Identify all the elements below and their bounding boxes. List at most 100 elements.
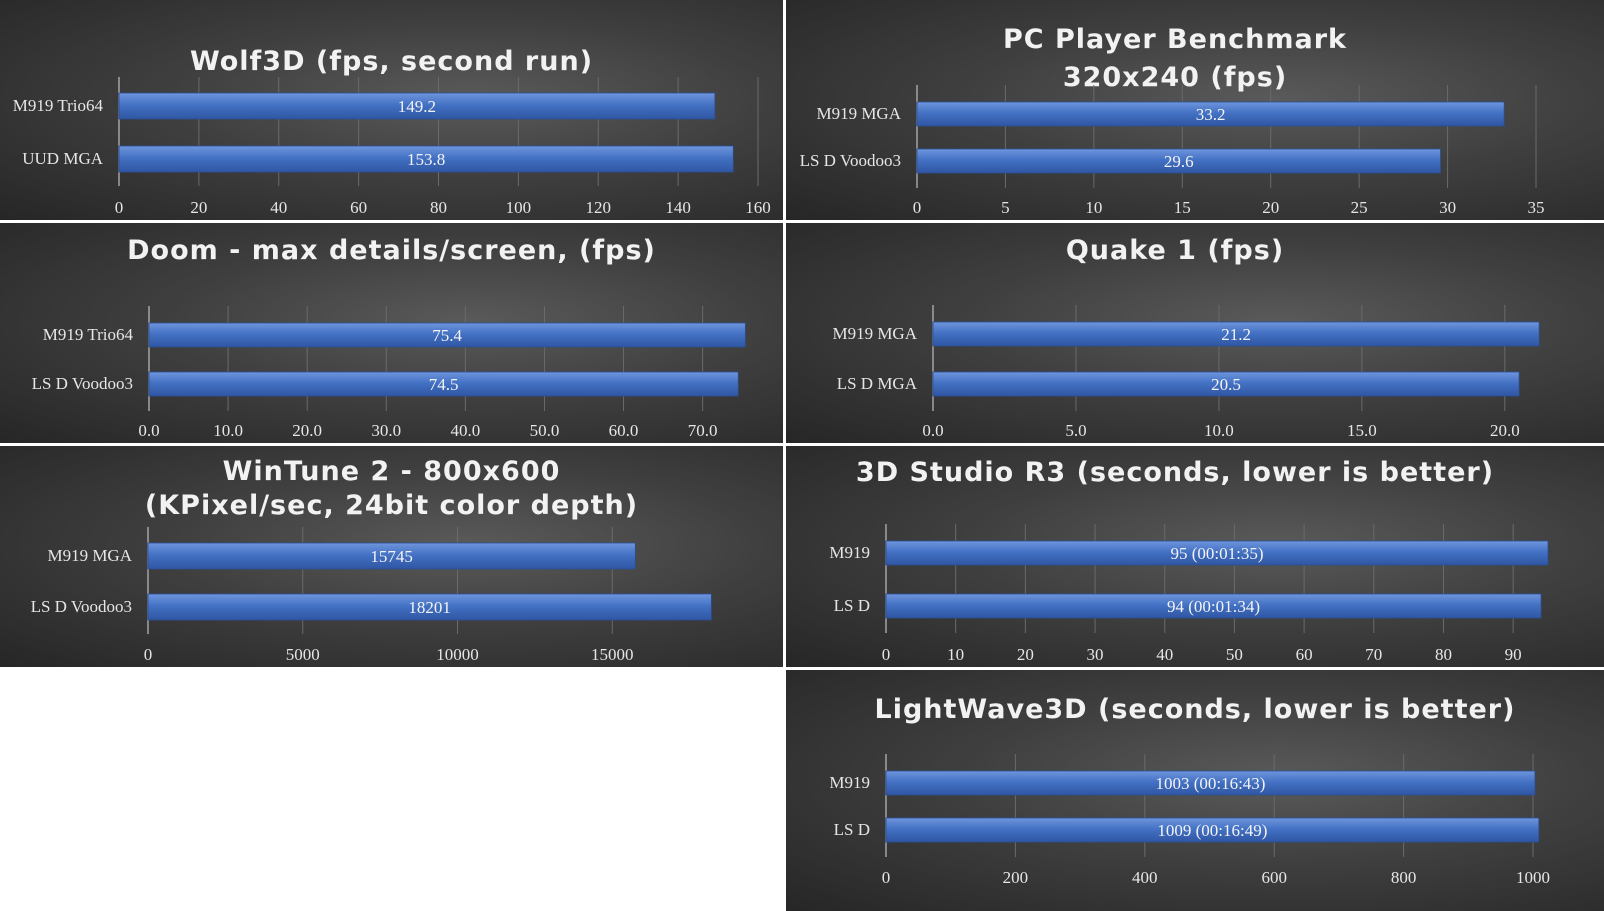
- tick-label-0: 0: [115, 198, 124, 217]
- tick-label-1: 10.0: [213, 421, 243, 440]
- tick-label-5: 25: [1351, 198, 1368, 217]
- bar-1: [118, 145, 734, 173]
- category-label-0: M919 MGA: [47, 546, 132, 565]
- chart-panel-lightwave: LightWave3D (seconds, lower is better) M9…: [786, 670, 1604, 911]
- chart-title-line-1: 320x240 (fps): [1063, 62, 1287, 93]
- category-label-0: M919 MGA: [816, 104, 901, 123]
- chart-panel-pc-player: PC Player Benchmark 320x240 (fps) M919 MGA…: [786, 0, 1604, 220]
- category-label-1: LS D Voodoo3: [31, 597, 132, 616]
- tick-label-8: 160: [745, 198, 771, 217]
- tick-label-4: 80: [430, 198, 447, 217]
- chart-svg: PC Player Benchmark 320x240 (fps) M919 MGA…: [800, 24, 1545, 217]
- tick-label-4: 40.0: [450, 421, 480, 440]
- category-label-0: M919: [829, 773, 870, 792]
- tick-label-4: 800: [1391, 868, 1417, 887]
- chart-svg: 3D Studio R3 (seconds, lower is better) M…: [829, 457, 1549, 664]
- tick-label-5: 50: [1226, 645, 1243, 664]
- data-label-1: 20.5: [1211, 375, 1241, 394]
- chart-svg: LightWave3D (seconds, lower is better) M9…: [829, 694, 1550, 887]
- data-label-1: 94 (00:01:34): [1167, 597, 1260, 616]
- chart-svg: WinTune 2 - 800x600(KPixel/sec, 24bit co…: [31, 456, 712, 664]
- chart-panel-3dstudio: 3D Studio R3 (seconds, lower is better) M…: [786, 446, 1604, 667]
- bar-0: [932, 321, 1540, 347]
- tick-label-3: 30: [1087, 645, 1104, 664]
- tick-label-2: 10: [1085, 198, 1102, 217]
- bar-1: [885, 817, 1540, 843]
- chart-panel-wolf3d: Wolf3D (fps, second run) M919 Trio64 149.2…: [0, 0, 783, 220]
- data-label-1: 153.8: [407, 150, 445, 169]
- chart-panel-doom: Doom - max details/screen, (fps) M919 Tri…: [0, 223, 783, 443]
- bar-0: [916, 101, 1505, 127]
- tick-label-7: 70.0: [688, 421, 718, 440]
- category-label-1: UUD MGA: [22, 149, 103, 168]
- category-label-0: M919: [829, 543, 870, 562]
- data-label-1: 18201: [408, 598, 451, 617]
- tick-label-7: 35: [1528, 198, 1545, 217]
- category-label-1: LS D MGA: [837, 374, 918, 393]
- tick-label-0: 0.0: [138, 421, 159, 440]
- tick-label-2: 40: [270, 198, 287, 217]
- bar-0: [147, 542, 636, 570]
- tick-label-2: 10.0: [1204, 421, 1234, 440]
- chart-title-line-0: Quake 1 (fps): [1066, 235, 1284, 266]
- data-label-0: 75.4: [432, 326, 462, 345]
- chart-panel-wintune: WinTune 2 - 800x600 (KPixel/sec, 24bit co…: [0, 446, 783, 667]
- tick-label-7: 140: [665, 198, 691, 217]
- tick-label-6: 60.0: [609, 421, 639, 440]
- chart-svg: Quake 1 (fps) M919 MGA 21.2 LS D MGA 20.5 0.0…: [832, 235, 1540, 440]
- tick-label-9: 90: [1505, 645, 1522, 664]
- data-label-0: 149.2: [398, 97, 436, 116]
- tick-label-1: 10: [947, 645, 964, 664]
- tick-label-3: 15.0: [1347, 421, 1377, 440]
- tick-label-7: 70: [1365, 645, 1382, 664]
- tick-label-0: 0: [882, 645, 891, 664]
- data-label-1: 74.5: [429, 375, 459, 394]
- data-label-0: 15745: [370, 547, 413, 566]
- tick-label-3: 30.0: [371, 421, 401, 440]
- tick-label-5: 100: [506, 198, 532, 217]
- tick-label-3: 15: [1174, 198, 1191, 217]
- tick-label-4: 40: [1156, 645, 1173, 664]
- tick-label-2: 20.0: [292, 421, 322, 440]
- bar-1: [148, 371, 739, 397]
- tick-label-1: 5: [1001, 198, 1010, 217]
- category-label-1: LS D Voodoo3: [32, 374, 133, 393]
- chart-title-line-0: Wolf3D (fps, second run): [190, 46, 593, 77]
- tick-label-3: 15000: [591, 645, 634, 664]
- tick-label-1: 200: [1003, 868, 1029, 887]
- bar-1: [932, 371, 1520, 397]
- bar-0: [148, 322, 746, 348]
- tick-label-0: 0.0: [922, 421, 943, 440]
- tick-label-6: 60: [1296, 645, 1313, 664]
- tick-label-0: 0: [882, 868, 891, 887]
- tick-label-2: 10000: [436, 645, 479, 664]
- category-label-0: M919 Trio64: [13, 96, 104, 115]
- tick-label-0: 0: [144, 645, 153, 664]
- category-label-1: LS D: [834, 596, 870, 615]
- chart-title-line-0: WinTune 2 - 800x600: [223, 456, 561, 487]
- tick-label-6: 120: [586, 198, 612, 217]
- tick-label-4: 20.0: [1490, 421, 1520, 440]
- tick-label-1: 5000: [286, 645, 320, 664]
- bar-0: [885, 770, 1536, 796]
- chart-svg: Doom - max details/screen, (fps) M919 Tri…: [32, 235, 746, 440]
- tick-label-2: 400: [1132, 868, 1158, 887]
- tick-label-2: 20: [1017, 645, 1034, 664]
- chart-title-line-1: (KPixel/sec, 24bit color depth): [145, 490, 638, 521]
- data-label-0: 21.2: [1221, 325, 1251, 344]
- category-label-0: M919 Trio64: [43, 325, 134, 344]
- tick-label-1: 20: [190, 198, 207, 217]
- tick-label-3: 60: [350, 198, 367, 217]
- chart-panel-quake: Quake 1 (fps) M919 MGA 21.2 LS D MGA 20.5 0.0…: [786, 223, 1604, 443]
- chart-title-line-0: 3D Studio R3 (seconds, lower is better): [856, 457, 1494, 488]
- chart-title-line-0: PC Player Benchmark: [1003, 24, 1347, 55]
- data-label-1: 29.6: [1164, 152, 1194, 171]
- bar-0: [118, 92, 716, 120]
- tick-label-8: 80: [1435, 645, 1452, 664]
- tick-label-3: 600: [1261, 868, 1287, 887]
- category-label-1: LS D: [834, 820, 870, 839]
- tick-label-5: 50.0: [530, 421, 560, 440]
- data-label-1: 1009 (00:16:49): [1157, 821, 1267, 840]
- chart-svg: Wolf3D (fps, second run) M919 Trio64 149.2…: [13, 46, 771, 217]
- category-label-0: M919 MGA: [832, 324, 917, 343]
